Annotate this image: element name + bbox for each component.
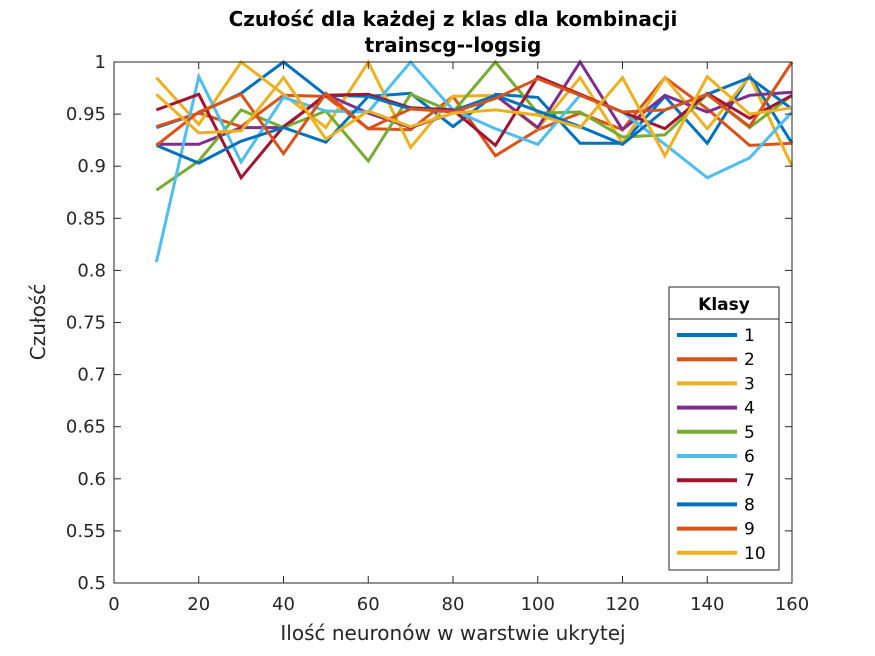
series-line-10 xyxy=(155,74,793,159)
x-tick-label-80: 80 xyxy=(442,594,465,615)
y-tick-label-0.8: 0.8 xyxy=(77,260,106,281)
y-tick-label-0.95: 0.95 xyxy=(66,104,106,125)
legend-label-7: 7 xyxy=(744,471,755,491)
y-tick-label-0.5: 0.5 xyxy=(77,573,106,594)
legend-items: 1 2 3 4 5 6 7 8 9 10 xyxy=(677,326,766,564)
x-tick-label-60: 60 xyxy=(357,594,380,615)
legend-title: Klasy xyxy=(698,295,750,315)
legend-label-2: 2 xyxy=(744,350,755,370)
legend-label-5: 5 xyxy=(744,423,755,443)
legend-label-3: 3 xyxy=(744,374,755,394)
x-tick-label-100: 100 xyxy=(521,594,555,615)
legend-label-1: 1 xyxy=(744,326,755,346)
series-line-7 xyxy=(155,74,793,181)
chart-title-line-2: trainscg--logsig xyxy=(365,33,542,57)
legend: Klasy 1 2 3 4 5 6 7 8 9 10 xyxy=(668,286,780,571)
y-tick-label-0.6: 0.6 xyxy=(77,469,106,490)
x-tick-label-160: 160 xyxy=(775,594,809,615)
x-tick-label-20: 20 xyxy=(187,594,210,615)
series-line-9 xyxy=(155,61,794,157)
series-line-6 xyxy=(154,59,794,263)
y-tick-label-0.65: 0.65 xyxy=(66,417,106,438)
legend-label-6: 6 xyxy=(744,447,755,467)
x-tick-label-140: 140 xyxy=(690,594,724,615)
x-tick-label-40: 40 xyxy=(272,594,295,615)
chart-title-line-1: Czułość dla każdej z klas dla kombinacji xyxy=(229,7,678,31)
series-layer xyxy=(154,58,794,263)
x-axis-label: Ilość neuronów w warstwie ukrytej xyxy=(280,621,625,645)
axes-layer: 0 20 40 60 80 100 120 140 160 0.5 0.55 0.6 0.65 0.7 0.… xyxy=(66,52,809,615)
x-tick-label-120: 120 xyxy=(605,594,639,615)
y-tick-label-0.85: 0.85 xyxy=(66,208,106,229)
y-tick-label-1: 1 xyxy=(95,52,106,73)
y-axis-label: Czułość xyxy=(26,284,50,360)
y-tick-label-0.55: 0.55 xyxy=(66,521,106,542)
y-tick-label-0.7: 0.7 xyxy=(77,365,106,386)
legend-label-8: 8 xyxy=(744,495,755,515)
legend-label-4: 4 xyxy=(744,399,755,419)
x-tick-label-0: 0 xyxy=(108,594,119,615)
y-tick-label-0.9: 0.9 xyxy=(77,156,106,177)
legend-label-10: 10 xyxy=(744,544,766,564)
y-tick-label-0.75: 0.75 xyxy=(66,313,106,334)
legend-label-9: 9 xyxy=(744,520,755,540)
